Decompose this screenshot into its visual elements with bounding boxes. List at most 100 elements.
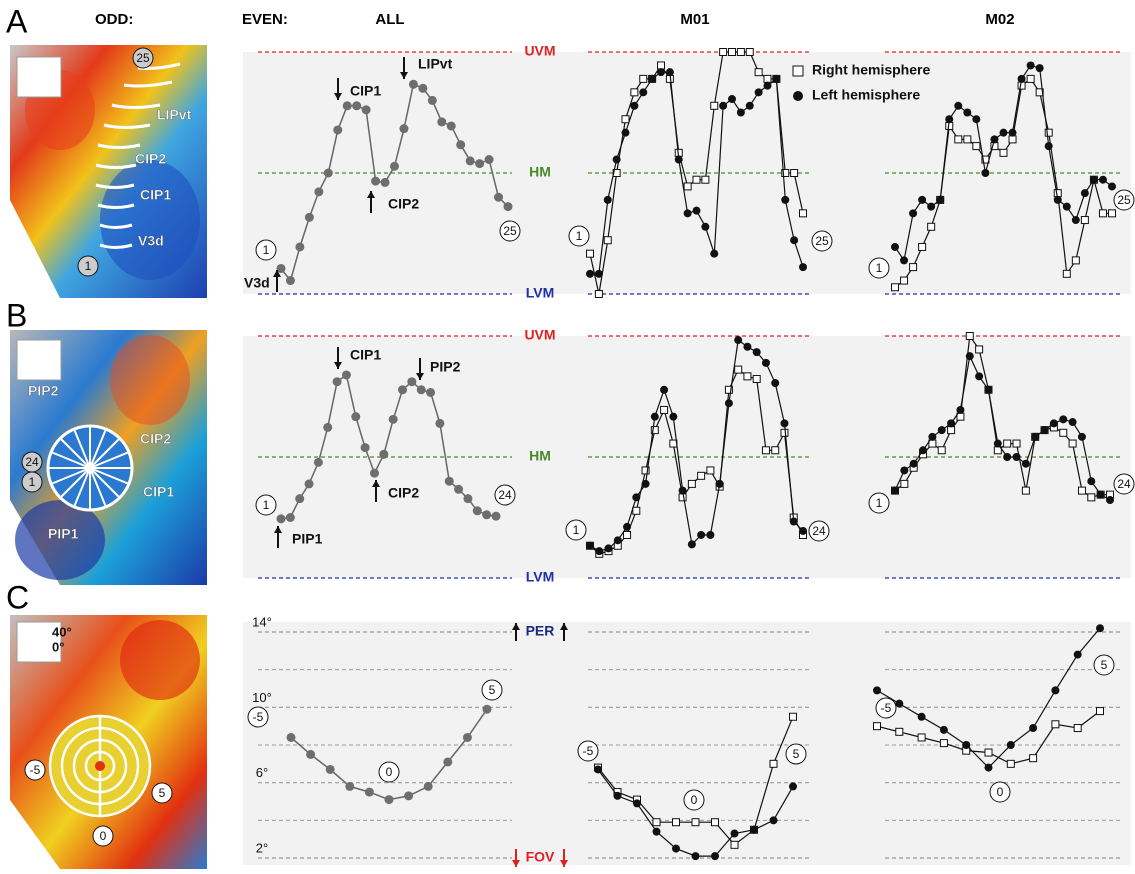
data-point (612, 155, 621, 164)
data-point (285, 513, 295, 522)
data-point (917, 712, 926, 721)
label-circle (92, 825, 114, 847)
data-point (692, 206, 701, 215)
data-point (603, 236, 612, 245)
data-point (379, 449, 389, 459)
data-point (736, 108, 745, 117)
label-circle (151, 782, 173, 804)
circled-label: 25 (503, 224, 517, 238)
data-point (665, 68, 674, 77)
data-point (711, 818, 719, 827)
data-point (641, 479, 650, 488)
data-point (650, 412, 659, 421)
data-point (672, 818, 680, 827)
data-point (743, 342, 752, 351)
data-point (594, 290, 603, 298)
y-tick-label: LVM (526, 569, 555, 585)
data-point (937, 426, 946, 435)
data-point (683, 182, 692, 191)
data-point (719, 48, 728, 56)
data-point (799, 526, 807, 535)
data-point (443, 757, 453, 767)
data-point (586, 541, 594, 550)
circled-label: 1 (85, 259, 92, 273)
data-point (342, 101, 352, 111)
data-point (692, 175, 701, 184)
data-point (984, 748, 993, 757)
circled-label: 5 (489, 683, 496, 697)
data-point (586, 249, 594, 258)
data-point (1008, 128, 1017, 137)
data-point (799, 263, 807, 272)
data-point (771, 446, 780, 455)
chart-title: ALL (375, 11, 404, 28)
data-point (423, 781, 433, 791)
arrow-head (416, 373, 424, 380)
circled-label: -5 (30, 763, 41, 777)
annotation: CIP2 (388, 485, 419, 501)
data-point (697, 471, 706, 480)
annotation: PIP1 (292, 531, 323, 547)
data-point (446, 121, 456, 131)
data-point (981, 169, 990, 177)
data-point (1068, 439, 1077, 448)
circled-label: 0 (386, 765, 393, 779)
data-point (1051, 686, 1060, 695)
label-circle (808, 520, 830, 542)
y-tick-label: HM (529, 448, 551, 464)
data-point (1071, 256, 1080, 265)
image-label: V3d (138, 233, 164, 249)
data-point (323, 168, 333, 178)
data-point (734, 365, 743, 374)
label-circle (132, 47, 154, 69)
arrow-head (372, 480, 380, 487)
data-point (743, 372, 752, 381)
data-point (728, 48, 736, 56)
data-point (276, 514, 286, 524)
data-point (674, 155, 683, 164)
y-tick-label: UVM (524, 327, 555, 343)
data-point (710, 101, 719, 110)
data-point (1062, 269, 1071, 278)
circled-label: -5 (881, 701, 892, 715)
data-point (918, 195, 927, 204)
data-point (1021, 459, 1030, 468)
data-point (418, 83, 428, 93)
label-circle (255, 494, 277, 516)
data-point (939, 739, 948, 748)
data-point (1062, 202, 1071, 211)
data-point (1077, 486, 1086, 495)
data-point (295, 242, 305, 252)
legend-label: Left hemisphere (812, 87, 920, 103)
data-point (956, 405, 965, 414)
data-point (613, 791, 622, 800)
data-point (754, 88, 763, 97)
data-point (900, 276, 909, 285)
data-point (975, 372, 984, 381)
data-point (630, 88, 639, 97)
data-point (873, 722, 881, 731)
data-point (724, 385, 733, 394)
data-point (594, 269, 603, 278)
arrow-head (334, 362, 342, 369)
label-circle (568, 225, 590, 247)
data-point (963, 108, 972, 117)
data-point (909, 459, 918, 468)
circled-label: 1 (876, 261, 883, 275)
data-point (623, 530, 632, 539)
annotation: LIPvt (418, 56, 453, 72)
circled-label: 5 (793, 747, 800, 761)
data-point (772, 74, 781, 83)
data-point (975, 345, 984, 354)
data-point (763, 74, 772, 83)
data-point (790, 236, 799, 245)
data-point (919, 446, 928, 455)
annotation: CIP1 (350, 347, 381, 363)
data-point (1096, 624, 1104, 633)
y-tick-label: UVM (524, 43, 555, 59)
image-label: CIP1 (143, 484, 174, 500)
data-point (456, 140, 466, 150)
data-point (730, 829, 739, 838)
data-point (962, 741, 971, 749)
data-point (954, 101, 963, 110)
